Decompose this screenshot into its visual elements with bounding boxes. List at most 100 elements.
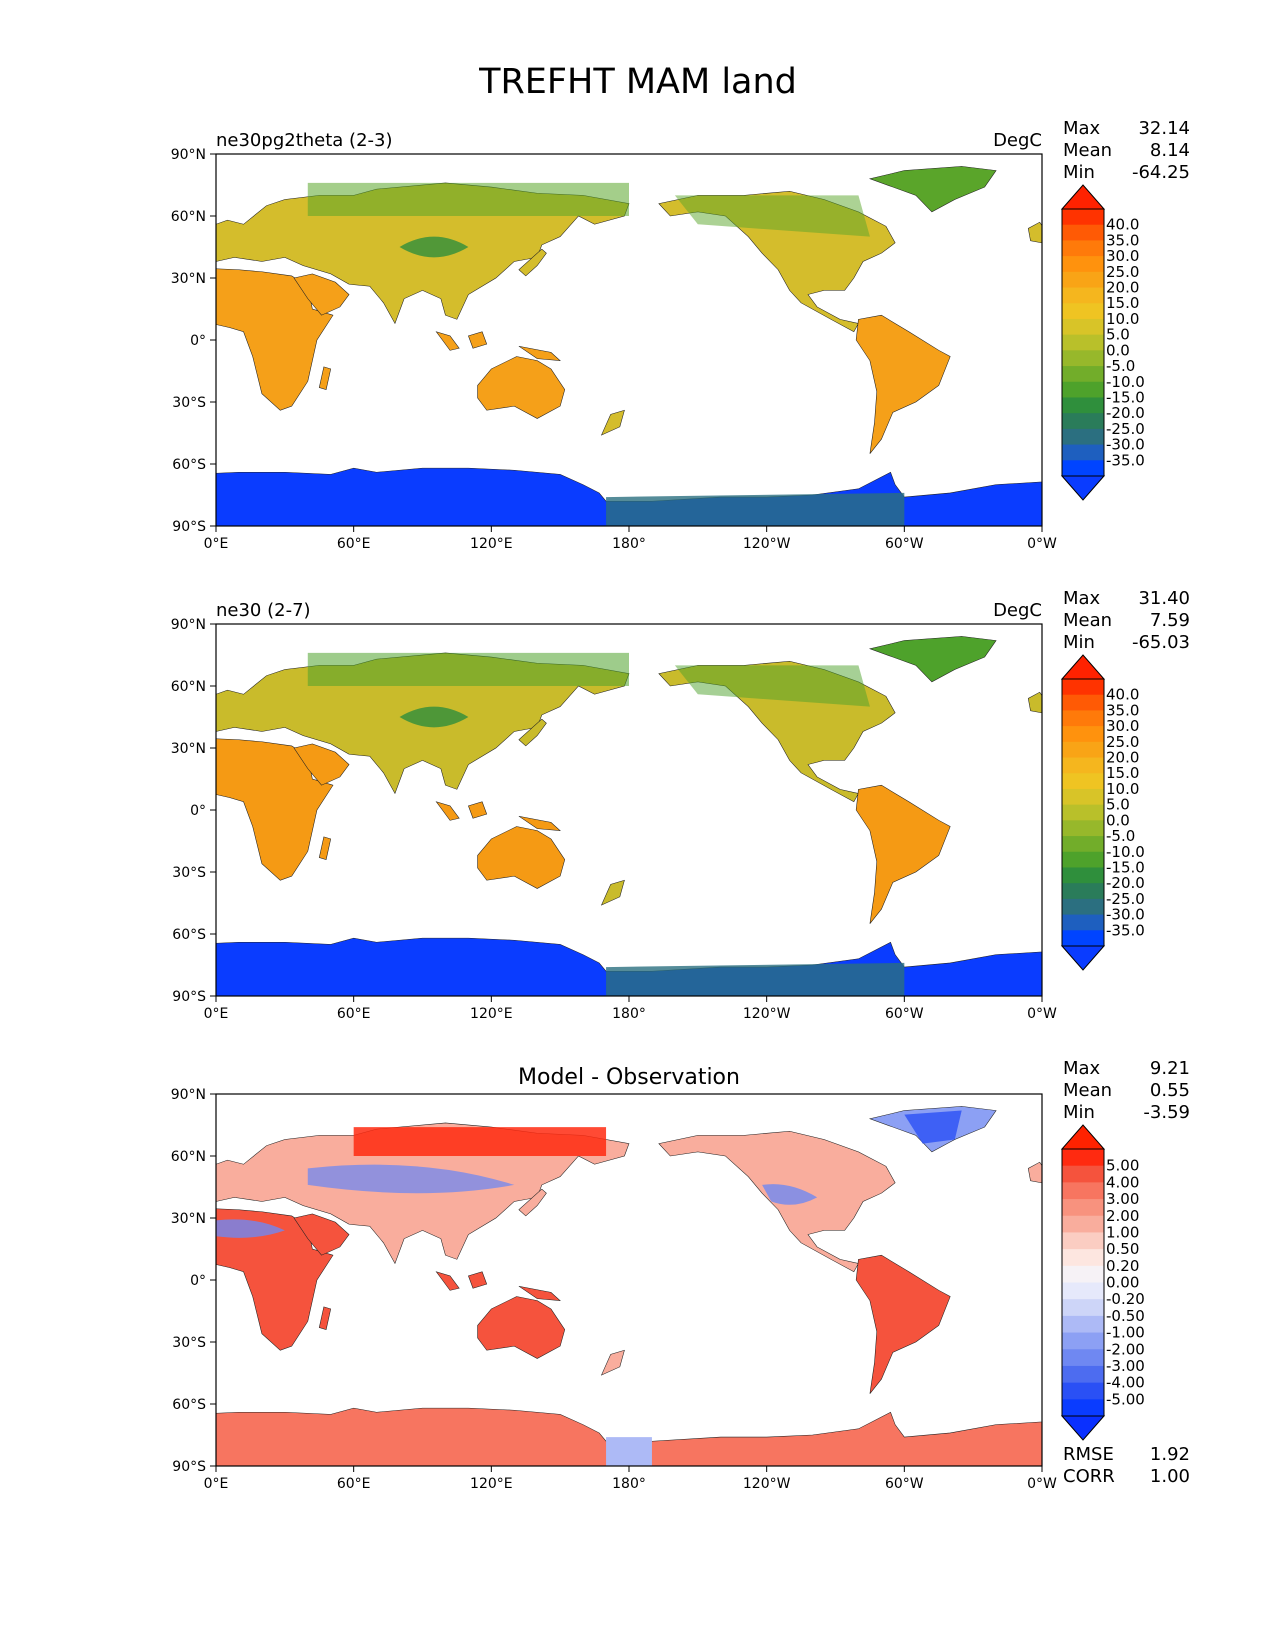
stat-label: Min [1063,162,1095,183]
panel-title: ne30pg2theta (2-3) [216,130,392,151]
island-sumatra [435,1271,460,1291]
land-layer [216,166,1042,526]
island-japan [518,248,547,277]
lon-tick-label: 60°W [885,536,924,552]
colorbar-tick-label: 30.0 [1106,717,1139,735]
colorbar-tick-label: 35.0 [1106,231,1139,249]
colorbar-tick-label: 40.0 [1106,216,1139,234]
island-madagascar [318,836,332,860]
colorbar-segment [1062,898,1104,916]
colorbar-segment [1062,1165,1104,1183]
stat-value: 9.21 [1150,1058,1190,1079]
high-lat-band [307,652,629,686]
lat-tick-label: 0° [190,333,206,349]
colorbar-segment [1062,820,1104,837]
footer-stat-label: RMSE [1063,1444,1114,1465]
colorbar-tick-label: 15.0 [1106,294,1139,312]
colorbar-over-arrow [1060,654,1106,680]
island-sumatra [435,331,460,351]
colorbar: 40.035.030.025.020.015.010.05.00.0-5.0-1… [1060,184,1145,501]
colorbar-under-arrow [1060,945,1106,971]
colorbar-segment [1062,679,1104,696]
lat-tick-label: 60°N [171,679,206,695]
continent-arabia [293,1213,350,1256]
colorbar-segment [1062,694,1104,711]
footer-stat-value: 1.00 [1150,1466,1190,1487]
colorbar-segment [1062,1349,1104,1367]
lon-tick-label: 120°W [743,1006,791,1022]
continent-africa [216,738,334,881]
north-america-cold-band [674,665,870,707]
lat-tick-label: 0° [190,1273,206,1289]
continent-eurasia [216,1122,630,1265]
antarctic-peninsula-band [606,962,905,996]
stat-value: 0.55 [1150,1080,1190,1101]
colorbar-segment [1062,1299,1104,1317]
stat-label: Mean [1063,140,1112,161]
lon-tick-label: 60°W [885,1476,924,1492]
colorbar-segment [1062,1315,1104,1334]
panels: 90°N60°N30°N0°30°S60°S90°S0°E 60°E 120°E 18… [171,118,1190,1492]
lon-tick-label: 120°E [470,1476,513,1492]
colorbar: 40.035.030.025.020.015.010.05.00.0-5.0-1… [1060,654,1145,971]
lon-tick-label: 60°W [885,1006,924,1022]
colorbar-tick-label: 0.0 [1106,811,1130,829]
tibet-cold-spot [399,236,469,258]
lon-tick-label: 0°W [1027,536,1057,552]
colorbar-tick-label: 5.0 [1106,796,1130,814]
colorbar-tick-label: 35.0 [1106,701,1139,719]
units-label: DegC [993,130,1042,151]
colorbar-tick-label: -2.00 [1106,1340,1145,1358]
map-panel: 90°N 60°N 30°N 0° 30°S 60°S 90°S0°E 60°E 120°E 18… [171,588,1190,1022]
island-new-guinea [518,815,561,831]
island-new-zealand [600,1349,625,1376]
panel-title: ne30 (2-7) [216,600,311,621]
colorbar-tick-label: -20.0 [1106,404,1145,422]
stat-value: 31.40 [1138,588,1190,609]
colorbar-tick-label: -35.0 [1106,921,1145,939]
north-america-cold-bias [762,1184,818,1205]
colorbar-segment [1062,209,1104,226]
lat-tick-label: 30°N [171,271,206,287]
lat-tick-label: 60°S [172,457,206,473]
colorbar-segment [1062,334,1104,351]
island-madagascar [318,366,332,390]
island-uk [1027,1161,1042,1184]
colorbar-segment [1062,836,1104,853]
colorbar-tick-label: -35.0 [1106,451,1145,469]
colorbar-segment [1062,1365,1104,1384]
colorbar-tick-label: -0.50 [1106,1307,1145,1325]
continent-south-america [855,784,951,924]
stat-label: Mean [1063,610,1112,631]
colorbar-tick-label: -4.00 [1106,1374,1145,1392]
map-panel: 90°N 60°N 30°N 0° 30°S 60°S 90°S0°E 60°E 120°E 18… [171,1058,1190,1492]
colorbar-segment [1062,287,1104,304]
colorbar-segment [1062,271,1104,289]
lon-tick-label: 120°W [743,1476,791,1492]
colorbar-segment [1062,1149,1104,1167]
island-borneo [468,1271,488,1289]
lat-tick-label: 30°N [171,1211,206,1227]
colorbar-tick-label: -5.0 [1106,357,1135,375]
stat-value: -64.25 [1132,162,1190,183]
land-layer [216,636,1042,996]
colorbar-segment [1062,1215,1104,1233]
colorbar-tick-label: 10.0 [1106,780,1139,798]
stat-label: Min [1063,632,1095,653]
colorbar-segment [1062,741,1104,759]
lon-tick-label: 180° [612,1476,646,1492]
lat-tick-label: 90°S [172,989,206,1005]
stat-value: 8.14 [1150,140,1190,161]
colorbar-tick-label: -30.0 [1106,436,1145,454]
colorbar-tick-label: -3.00 [1106,1357,1145,1375]
colorbar-segment [1062,1199,1104,1217]
lon-tick-label: 120°W [743,536,791,552]
lat-tick-label: 60°S [172,927,206,943]
colorbar-tick-label: -10.0 [1106,373,1145,391]
colorbar-tick-label: 20.0 [1106,749,1139,767]
antarctic-peninsula-band [606,492,905,526]
lat-tick-label: 60°N [171,209,206,225]
colorbar-segment [1062,710,1104,727]
colorbar-tick-label: -5.00 [1106,1390,1145,1408]
